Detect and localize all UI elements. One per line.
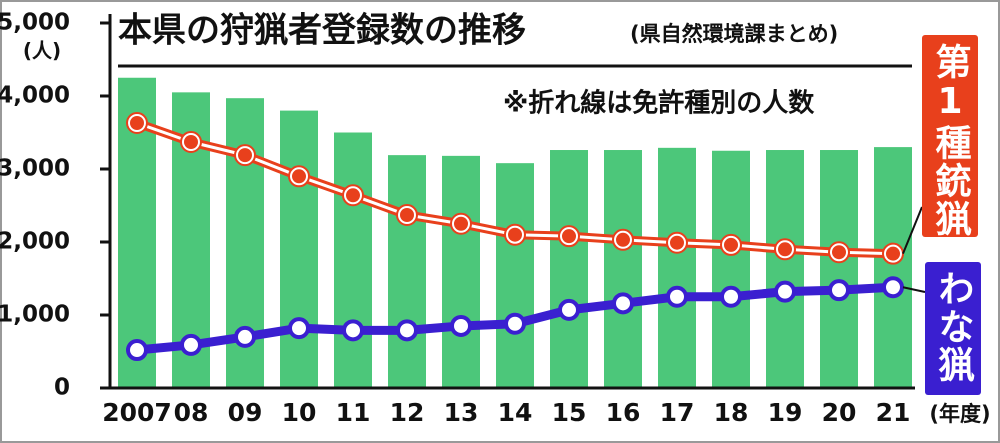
marker [720, 285, 742, 308]
marker [180, 333, 202, 356]
bar [280, 110, 318, 388]
chart-title: 本県の狩猟者登録数の推移 [118, 11, 526, 51]
x-tick-label: 12 [390, 398, 425, 427]
marker-core [616, 232, 630, 247]
marker [666, 285, 688, 308]
marker [558, 298, 580, 321]
legend-box [922, 35, 978, 237]
marker-core [400, 207, 414, 222]
y-tick-label: 4,000 [0, 83, 70, 109]
bar [712, 150, 750, 388]
marker [612, 292, 634, 315]
marker [774, 280, 796, 303]
x-axis-label: (年度) [929, 402, 990, 426]
marker-core [346, 188, 360, 203]
annotation: ※折れ線は免許種別の人数 [503, 88, 815, 119]
marker-core [292, 169, 306, 184]
marker-core [778, 242, 792, 257]
x-tick-label: 13 [444, 398, 479, 427]
y-tick-label: 2,000 [0, 229, 70, 255]
marker [396, 319, 418, 342]
y-axis-label: (人) [23, 39, 61, 63]
marker [342, 319, 364, 342]
x-tick-label: 18 [714, 398, 749, 427]
marker [882, 276, 904, 299]
marker [234, 325, 256, 348]
legend-label: わな猟 [933, 270, 975, 384]
chart-subtitle: (県自然環境課まとめ) [630, 22, 838, 46]
x-tick-label: 20 [822, 398, 857, 427]
bar [442, 155, 480, 388]
y-tick-label: 3,000 [0, 156, 70, 182]
x-tick-label: 14 [498, 398, 533, 427]
x-tick-label: 2007 [102, 398, 172, 427]
y-tick-label: 5,000 [0, 10, 70, 36]
bar [766, 150, 804, 388]
bar [334, 132, 372, 388]
x-tick-label: 09 [228, 398, 263, 427]
marker-core [670, 235, 684, 250]
y-tick-label: 1,000 [0, 302, 70, 328]
marker-core [832, 245, 846, 260]
y-tick-label: 0 [54, 375, 70, 401]
marker-core [454, 216, 468, 231]
marker-core [724, 237, 738, 252]
marker-core [130, 116, 144, 131]
x-tick-label: 17 [660, 398, 695, 427]
bar [388, 155, 426, 388]
x-tick-label: 11 [336, 398, 371, 427]
bar [874, 147, 912, 388]
marker [504, 312, 526, 335]
x-tick-label: 19 [768, 398, 803, 427]
marker [288, 317, 310, 340]
legend-box [925, 262, 981, 395]
marker [828, 279, 850, 302]
legend-connector [902, 206, 923, 255]
x-tick-label: 10 [282, 398, 317, 427]
marker-core [886, 246, 900, 261]
bar [658, 147, 696, 388]
bar [604, 150, 642, 388]
x-tick-label: 16 [606, 398, 641, 427]
bar [496, 163, 534, 388]
x-tick-label: 15 [552, 398, 587, 427]
marker-core [238, 148, 252, 163]
legend-connector [902, 286, 926, 293]
x-tick-label: 21 [876, 398, 911, 427]
legend-label: 第1種銃猟 [930, 43, 972, 238]
marker [450, 314, 472, 337]
marker-core [562, 229, 576, 244]
marker [126, 339, 148, 362]
marker-core [184, 134, 198, 149]
bar [550, 150, 588, 388]
marker-core [508, 227, 522, 242]
bar [820, 150, 858, 388]
x-tick-label: 08 [174, 398, 209, 427]
